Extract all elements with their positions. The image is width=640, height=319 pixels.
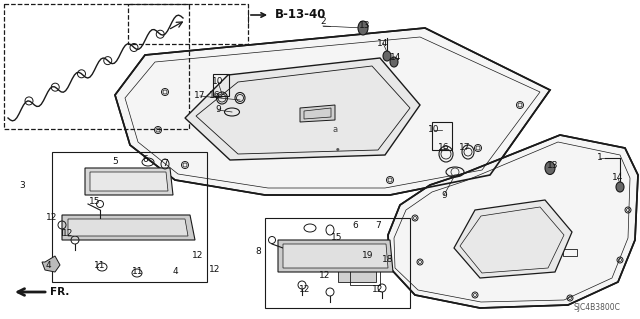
Text: 1: 1 [597,153,603,162]
Text: 11: 11 [132,268,144,277]
Ellipse shape [383,51,391,61]
Polygon shape [68,219,188,236]
Text: 4: 4 [45,261,51,270]
Text: 10: 10 [212,78,224,86]
Bar [4,4,189,129]
Text: 12: 12 [46,213,58,222]
Polygon shape [42,256,60,272]
Text: 12: 12 [300,286,310,294]
Polygon shape [388,135,638,308]
Text: 4: 4 [172,268,178,277]
Text: B-13-40: B-13-40 [275,9,326,21]
Text: 12: 12 [192,251,204,261]
Polygon shape [85,168,173,195]
Text: 14: 14 [378,39,388,48]
Bar [522,244,538,252]
Text: 16: 16 [438,144,450,152]
Text: 16: 16 [209,92,221,100]
Bar [338,270,376,282]
Text: 13: 13 [359,20,371,29]
Text: a: a [332,125,337,135]
Polygon shape [185,58,420,160]
Text: 19: 19 [362,250,374,259]
Text: 12: 12 [319,271,331,280]
Text: 9: 9 [215,106,221,115]
Text: 10: 10 [428,125,440,135]
Text: 17: 17 [195,92,205,100]
Polygon shape [62,215,195,240]
Text: 9: 9 [441,190,447,199]
Text: 7: 7 [162,159,168,167]
Ellipse shape [545,161,555,174]
Text: ●: ● [336,148,340,152]
Text: 12: 12 [62,228,74,238]
Text: 14: 14 [390,54,402,63]
Text: 12: 12 [209,265,221,275]
Ellipse shape [390,57,398,67]
Text: 11: 11 [94,262,106,271]
Text: SJC4B3800C: SJC4B3800C [573,303,620,312]
Text: 8: 8 [255,248,261,256]
Bar [128,4,248,44]
Text: FR.: FR. [50,287,69,297]
Bar [432,122,452,150]
Ellipse shape [616,182,624,192]
Text: 15: 15 [332,234,343,242]
Polygon shape [278,240,393,272]
Polygon shape [300,105,335,122]
Text: 6: 6 [352,220,358,229]
Ellipse shape [358,21,368,35]
Text: 6: 6 [142,155,148,165]
Bar [52,152,207,282]
Polygon shape [454,200,572,278]
Text: 14: 14 [612,174,624,182]
Text: 18: 18 [382,256,394,264]
Polygon shape [283,244,388,268]
Bar [265,218,410,308]
Polygon shape [115,28,550,195]
Polygon shape [90,172,168,191]
Text: 12: 12 [372,286,384,294]
Text: 3: 3 [19,181,25,189]
Text: 15: 15 [89,197,100,206]
Text: 13: 13 [547,160,559,169]
Bar [563,249,577,256]
Text: 2: 2 [320,18,326,26]
Text: 5: 5 [112,158,118,167]
Bar [213,74,229,96]
Text: 7: 7 [375,220,381,229]
Text: 17: 17 [460,144,471,152]
Bar [350,267,380,285]
